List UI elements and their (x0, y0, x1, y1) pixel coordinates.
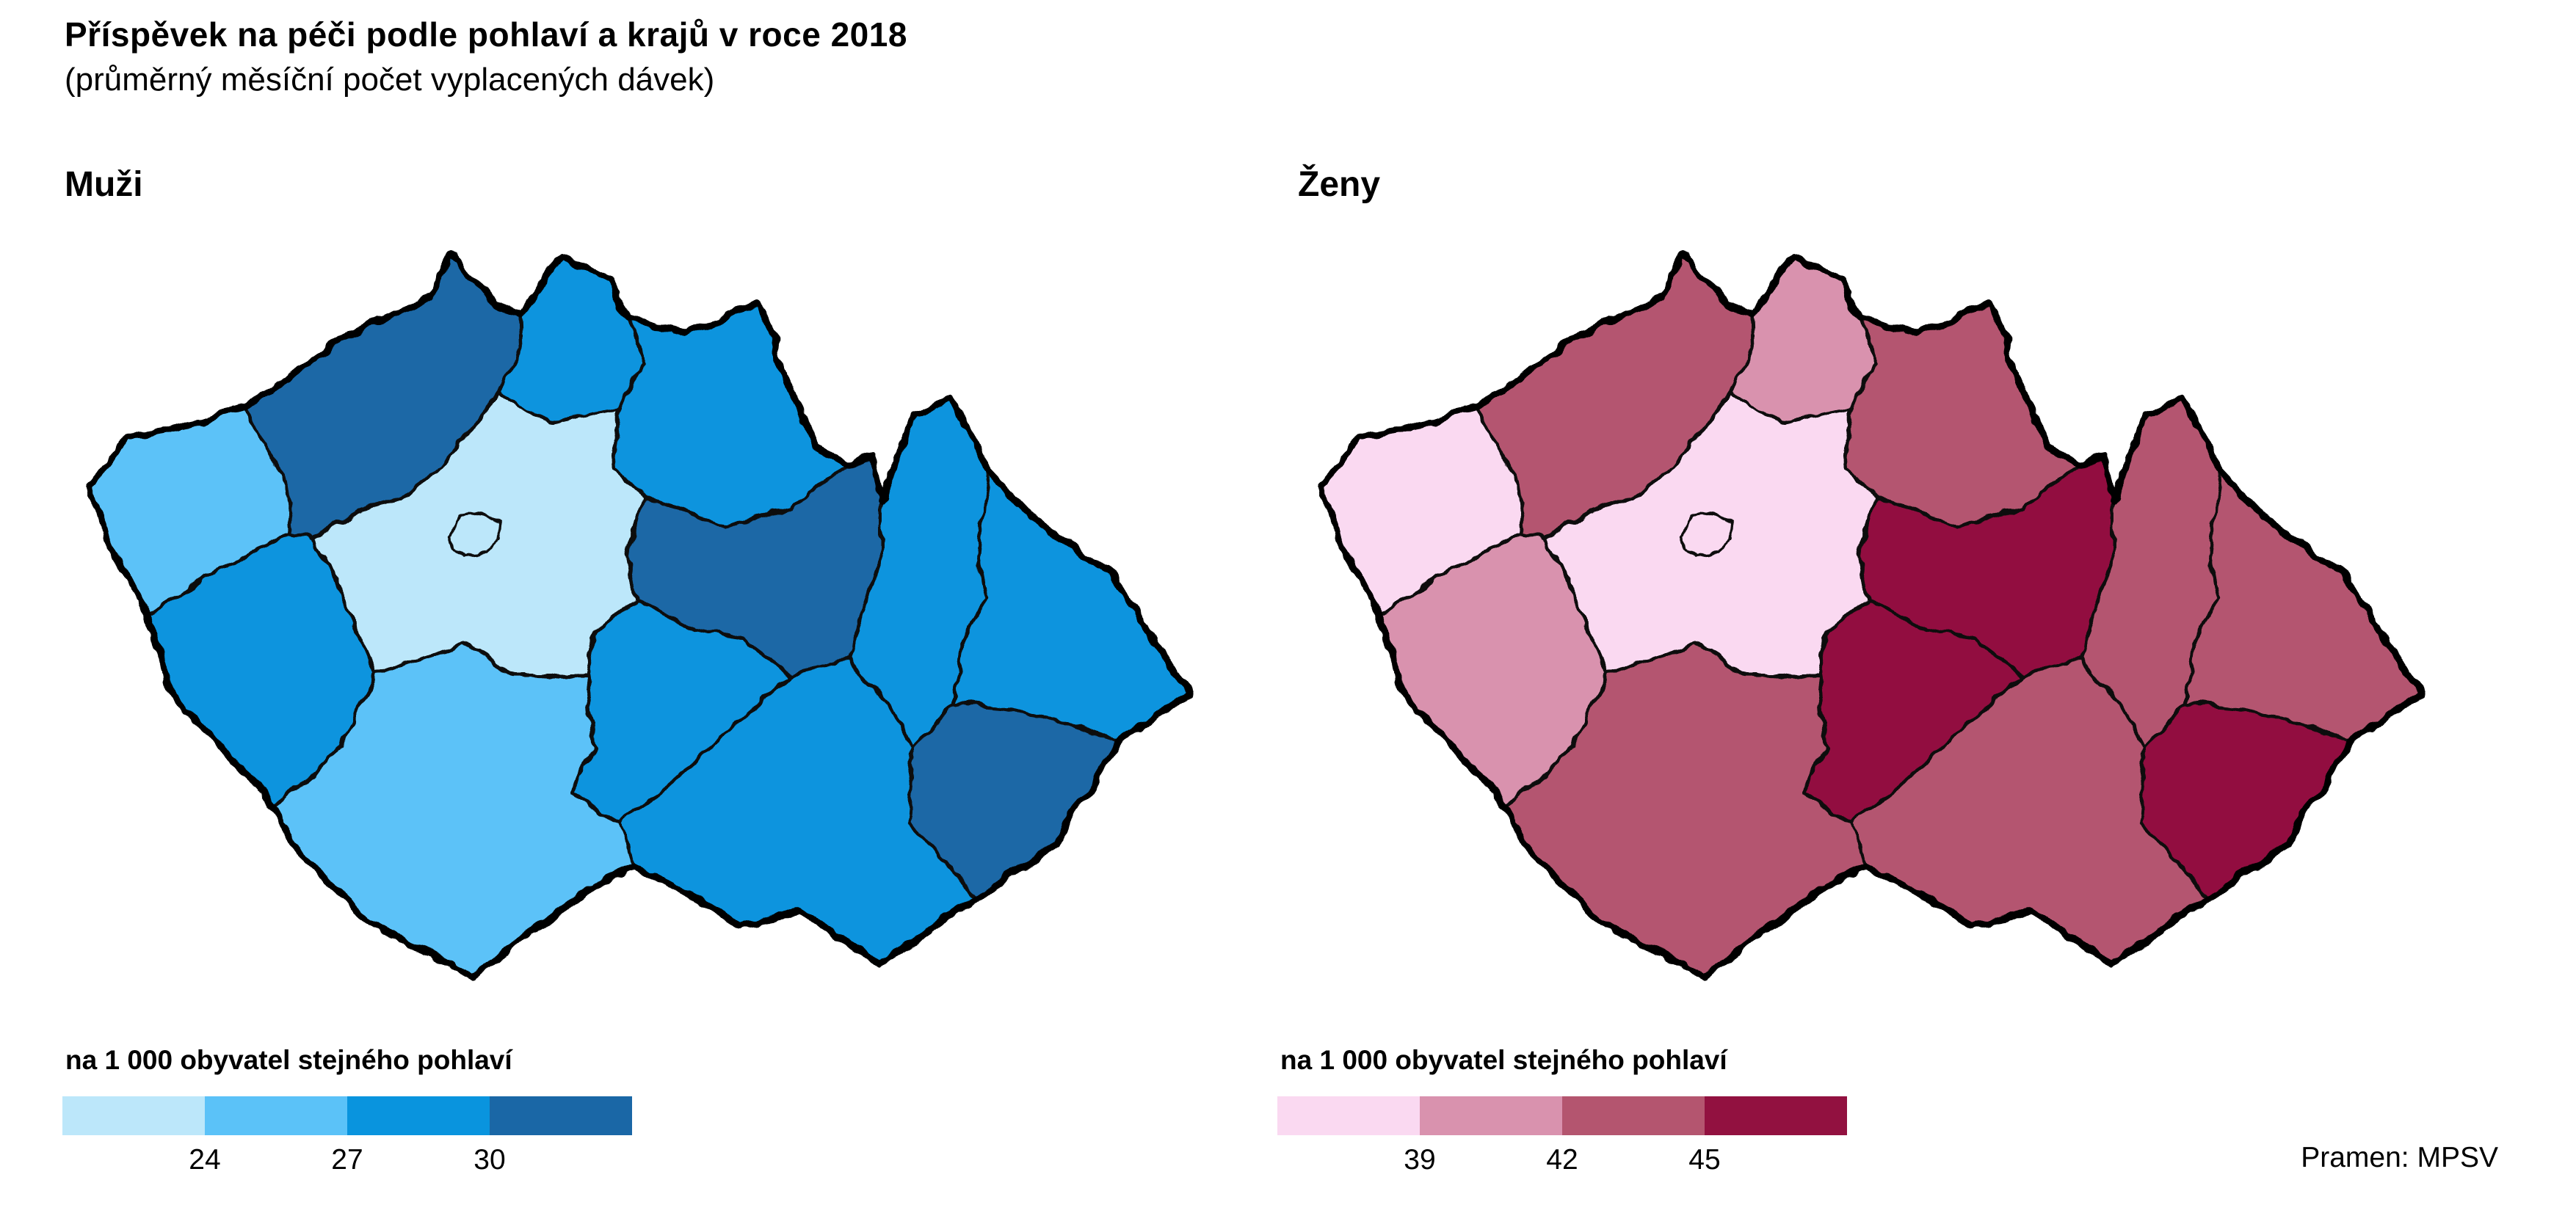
legend-tick: 39 (1404, 1144, 1436, 1176)
legend-tick: 42 (1546, 1144, 1578, 1176)
legend-title-zeny: na 1 000 obyvatel stejného pohlaví (1280, 1045, 1727, 1075)
legend-muzi: na 1 000 obyvatel stejného pohlaví 24 27… (62, 1045, 1164, 1181)
region-moravskoslezsky (2184, 467, 2423, 745)
legend-title-muzi: na 1 000 obyvatel stejného pohlaví (65, 1045, 512, 1075)
legend-tick: 27 (331, 1144, 363, 1176)
legend-tick: 24 (189, 1144, 221, 1176)
legend-tick: 45 (1688, 1144, 1721, 1176)
legend-swatch-muzi-3 (347, 1096, 490, 1135)
legend-swatch-zeny-3 (1562, 1096, 1705, 1135)
region-plzensky (145, 530, 377, 809)
legend-swatch-zeny-4 (1705, 1096, 1847, 1135)
legend-tick: 30 (474, 1144, 506, 1176)
country-outline (87, 250, 1194, 980)
legend-colorbar-zeny (1277, 1096, 1847, 1135)
choropleth-map-zeny (1280, 214, 2477, 1023)
legend-swatch-muzi-1 (62, 1096, 205, 1135)
region-liberecky (1727, 255, 1878, 424)
legend-swatch-zeny-2 (1420, 1096, 1562, 1135)
region-vysocina (569, 598, 793, 824)
country-outline (1318, 250, 2426, 980)
legend-ticks-muzi: 24 27 30 (62, 1144, 632, 1181)
region-praha (448, 509, 502, 558)
map-label-muzi: Muži (65, 165, 143, 204)
figure-subtitle: (průměrný měsíční počet vyplacených dáve… (65, 62, 715, 98)
legend-zeny: na 1 000 obyvatel stejného pohlaví 39 42… (1277, 1045, 2379, 1181)
map-svg-zeny (1318, 250, 2426, 980)
region-praha (1680, 509, 1734, 558)
map-svg-muzi (87, 250, 1194, 980)
map-label-zeny: Ženy (1298, 165, 1381, 204)
legend-swatch-muzi-2 (205, 1096, 347, 1135)
region-moravskoslezsky (952, 467, 1191, 745)
legend-ticks-zeny: 39 42 45 (1277, 1144, 1847, 1181)
choropleth-map-muzi (48, 214, 1245, 1023)
legend-colorbar-muzi (62, 1096, 632, 1135)
source-note: Pramen: MPSV (2301, 1142, 2498, 1173)
region-liberecky (496, 255, 646, 424)
figure-title: Příspěvek na péči podle pohlaví a krajů … (65, 15, 907, 54)
region-plzensky (1376, 530, 1609, 809)
legend-swatch-muzi-4 (490, 1096, 632, 1135)
legend-swatch-zeny-1 (1277, 1096, 1420, 1135)
region-vysocina (1801, 598, 2025, 824)
